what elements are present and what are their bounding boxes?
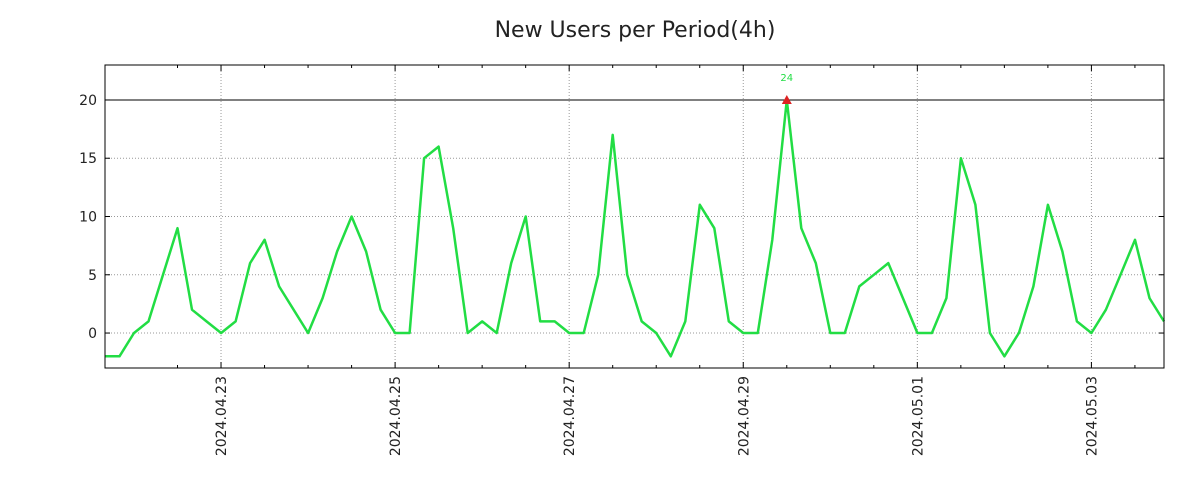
plot-frame xyxy=(104,64,1165,369)
peak-label: 24 xyxy=(780,73,793,84)
y-tick-label: 20 xyxy=(79,93,97,109)
x-tick-label: 2024.04.27 xyxy=(562,376,578,456)
x-tick-label: 2024.05.03 xyxy=(1084,376,1100,456)
peak-marker xyxy=(781,94,792,104)
series-line xyxy=(105,98,1166,358)
x-tick-label: 2024.05.01 xyxy=(910,376,926,456)
y-tick-label: 15 xyxy=(79,151,97,167)
peak-layer: 24 xyxy=(780,73,793,104)
grid-layer xyxy=(105,65,1164,368)
y-tick-label: 5 xyxy=(88,268,97,284)
chart-title: New Users per Period(4h) xyxy=(495,18,776,43)
y-tick-label: 0 xyxy=(88,326,97,342)
x-tick-label: 2024.04.25 xyxy=(388,376,404,456)
x-tick-label: 2024.04.29 xyxy=(736,376,752,456)
y-tick-label: 10 xyxy=(79,210,97,226)
series-layer xyxy=(105,98,1166,358)
axis-layer: 0 5 10 15 20 2024.04.23 2024.04.25 2024.04.27 20… xyxy=(79,65,1164,456)
x-tick-label: 2024.04.23 xyxy=(214,376,230,456)
